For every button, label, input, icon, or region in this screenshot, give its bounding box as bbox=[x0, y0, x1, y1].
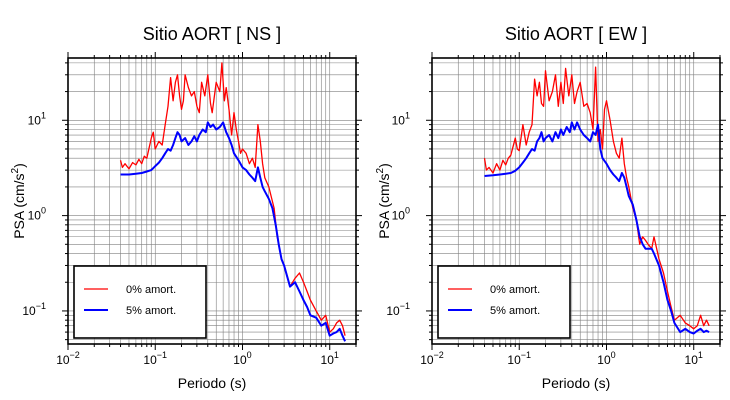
x-tick-label: 100 bbox=[233, 350, 251, 367]
tick-exponent: 0 bbox=[405, 206, 410, 216]
tick-base: 10 bbox=[28, 113, 42, 127]
tick-exponent: −2 bbox=[434, 350, 444, 360]
y-label-main: PSA (cm/s bbox=[376, 173, 392, 238]
tick-exponent: 1 bbox=[41, 110, 46, 120]
tick-exponent: 0 bbox=[41, 206, 46, 216]
legend-box bbox=[73, 265, 207, 339]
x-axis-label: Periodo (s) bbox=[178, 375, 246, 391]
y-label-superscript: 2 bbox=[10, 167, 21, 173]
y-label-superscript: 2 bbox=[375, 167, 386, 173]
tick-exponent: 1 bbox=[405, 110, 410, 120]
x-tick-label: 10−1 bbox=[507, 350, 531, 367]
legend-label: 5% amort. bbox=[126, 305, 176, 317]
legend-label: 0% amort. bbox=[126, 284, 176, 296]
x-tick-label: 10−2 bbox=[56, 350, 80, 367]
tick-base: 10 bbox=[321, 353, 335, 367]
y-tick-label: 10−1 bbox=[22, 301, 46, 318]
y-label-end: ) bbox=[11, 163, 27, 168]
chart-title: Sitio AORT [ NS ] bbox=[143, 24, 281, 44]
x-tick-label: 100 bbox=[597, 350, 615, 367]
tick-exponent: 1 bbox=[698, 350, 703, 360]
plot-frame bbox=[431, 57, 721, 345]
tick-base: 10 bbox=[392, 209, 406, 223]
x-tick-label: 10−2 bbox=[420, 350, 444, 367]
tick-base: 10 bbox=[420, 353, 434, 367]
tick-base: 10 bbox=[507, 353, 521, 367]
legend-label: 5% amort. bbox=[490, 305, 540, 317]
tick-exponent: −1 bbox=[521, 350, 531, 360]
series-line-0pct bbox=[483, 66, 710, 330]
tick-base: 10 bbox=[685, 353, 699, 367]
tick-exponent: −1 bbox=[36, 301, 46, 311]
axis-ticks bbox=[426, 52, 726, 350]
legend: 0% amort. 5% amort. bbox=[437, 265, 571, 339]
x-tick-label: 101 bbox=[321, 350, 339, 367]
legend-box bbox=[437, 265, 571, 339]
tick-exponent: −2 bbox=[70, 350, 80, 360]
y-tick-label: 10−1 bbox=[386, 301, 410, 318]
x-tick-label: 101 bbox=[685, 350, 703, 367]
series-line-5pct bbox=[120, 121, 347, 342]
y-axis-label: PSA (cm/s2) bbox=[375, 163, 392, 239]
series-line-5pct bbox=[484, 121, 710, 335]
y-tick-label: 100 bbox=[392, 206, 410, 223]
plot-frame bbox=[67, 57, 357, 345]
tick-base: 10 bbox=[386, 304, 400, 318]
x-tick-label: 10−1 bbox=[143, 350, 167, 367]
tick-base: 10 bbox=[143, 353, 157, 367]
tick-exponent: −1 bbox=[400, 301, 410, 311]
tick-base: 10 bbox=[28, 209, 42, 223]
x-axis-label: Periodo (s) bbox=[542, 375, 610, 391]
legend-label: 0% amort. bbox=[490, 284, 540, 296]
y-tick-label: 100 bbox=[28, 206, 46, 223]
series-line-0pct bbox=[119, 62, 346, 336]
tick-exponent: 1 bbox=[334, 350, 339, 360]
tick-exponent: −1 bbox=[157, 350, 167, 360]
y-label-end: ) bbox=[376, 163, 392, 168]
tick-base: 10 bbox=[392, 113, 406, 127]
tick-base: 10 bbox=[597, 353, 611, 367]
tick-exponent: 0 bbox=[611, 350, 616, 360]
axis-ticks bbox=[62, 52, 362, 350]
y-axis-label: PSA (cm/s2) bbox=[10, 163, 27, 239]
tick-base: 10 bbox=[233, 353, 247, 367]
y-tick-label: 101 bbox=[28, 110, 46, 127]
tick-base: 10 bbox=[56, 353, 70, 367]
y-label-main: PSA (cm/s bbox=[11, 173, 27, 238]
legend: 0% amort. 5% amort. bbox=[73, 265, 207, 339]
tick-exponent: 0 bbox=[247, 350, 252, 360]
y-tick-label: 101 bbox=[392, 110, 410, 127]
tick-base: 10 bbox=[22, 304, 36, 318]
chart-title: Sitio AORT [ EW ] bbox=[505, 24, 647, 44]
